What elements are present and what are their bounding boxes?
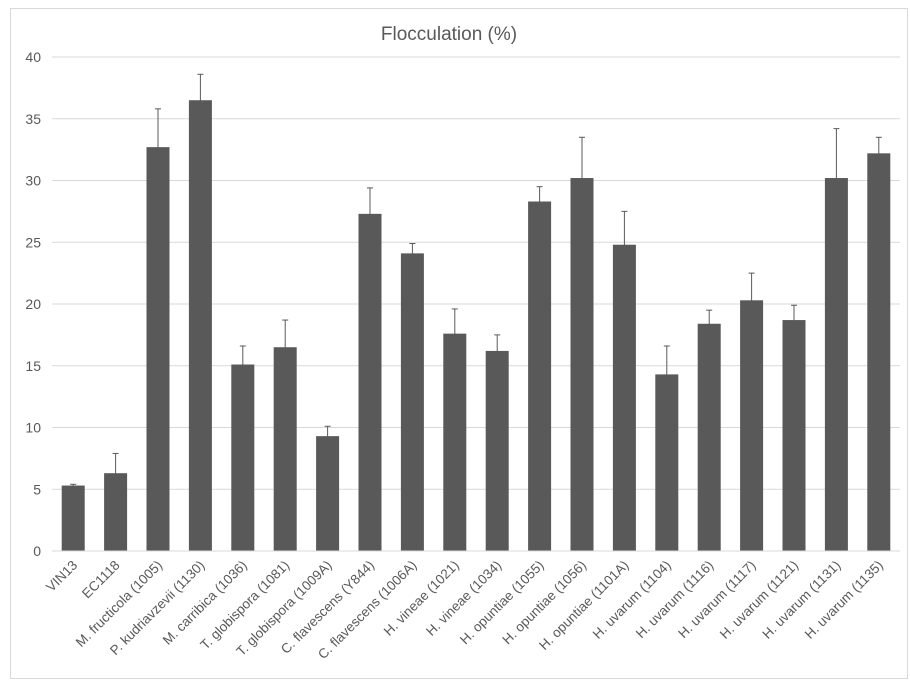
bar (655, 374, 679, 551)
x-tick-label: H. uvarum (1117) (675, 558, 758, 641)
bar (612, 244, 636, 551)
x-tick-label: VIN13 (43, 558, 80, 595)
bar (146, 147, 170, 551)
bars (61, 100, 891, 552)
error-bar (706, 309, 713, 338)
bar (867, 153, 891, 551)
bar (273, 347, 297, 551)
error-bar (197, 73, 204, 127)
error-bar (663, 345, 670, 403)
error-bar (239, 345, 246, 384)
bar (697, 323, 721, 551)
bar (485, 350, 509, 551)
y-tick-label: 0 (33, 543, 41, 559)
gridlines (52, 56, 900, 490)
x-tick-label: H. uvarum (1131) (759, 558, 843, 642)
chart-title: Flocculation (%) (381, 24, 517, 45)
bar (104, 473, 128, 551)
bar (740, 300, 764, 551)
x-tick-label: H. uvarum (1104) (590, 558, 674, 642)
bar (570, 178, 594, 551)
y-tick-label: 15 (25, 358, 41, 374)
error-bar (875, 136, 882, 170)
error-bar (791, 304, 797, 335)
error-bar (70, 483, 77, 487)
error-bar (324, 425, 331, 447)
bar (316, 436, 340, 551)
y-tick-label: 40 (25, 49, 41, 65)
error-bar (579, 136, 585, 219)
x-tick-label: H. uvarum (1135) (802, 558, 886, 642)
bar (61, 485, 85, 551)
y-tick-label: 20 (25, 296, 41, 312)
y-tick-label: 35 (25, 111, 41, 127)
error-bars (70, 73, 882, 493)
bar (358, 213, 382, 551)
y-tick-label: 5 (33, 481, 41, 497)
x-tick-label: H. vineae (1021) (381, 558, 462, 639)
x-tick-label: H. uvarum (1121) (717, 558, 801, 642)
error-bar (748, 272, 755, 328)
bar (188, 100, 212, 551)
y-axis-tick-labels: 0 5 10 15 20 25 30 35 40 (25, 49, 41, 559)
error-bar (451, 308, 458, 359)
error-bar (494, 334, 501, 367)
bar (782, 320, 806, 551)
y-tick-label: 25 (25, 234, 41, 250)
bar (443, 333, 467, 551)
error-bar (155, 108, 161, 186)
error-bar (409, 242, 416, 264)
x-tick-label: H. uvarum (1116) (633, 558, 716, 641)
y-tick-label: 10 (25, 420, 41, 436)
error-bar (536, 186, 543, 217)
error-bar (112, 452, 119, 493)
y-tick-label: 30 (25, 173, 41, 189)
error-bar (367, 187, 373, 240)
x-tick-label: H. vineae (1034) (423, 558, 504, 639)
error-bar (833, 128, 840, 228)
error-bar (621, 210, 628, 279)
bar (824, 178, 848, 551)
bar (231, 364, 255, 551)
bar (528, 201, 552, 551)
error-bar (282, 319, 289, 375)
bar (400, 253, 424, 552)
